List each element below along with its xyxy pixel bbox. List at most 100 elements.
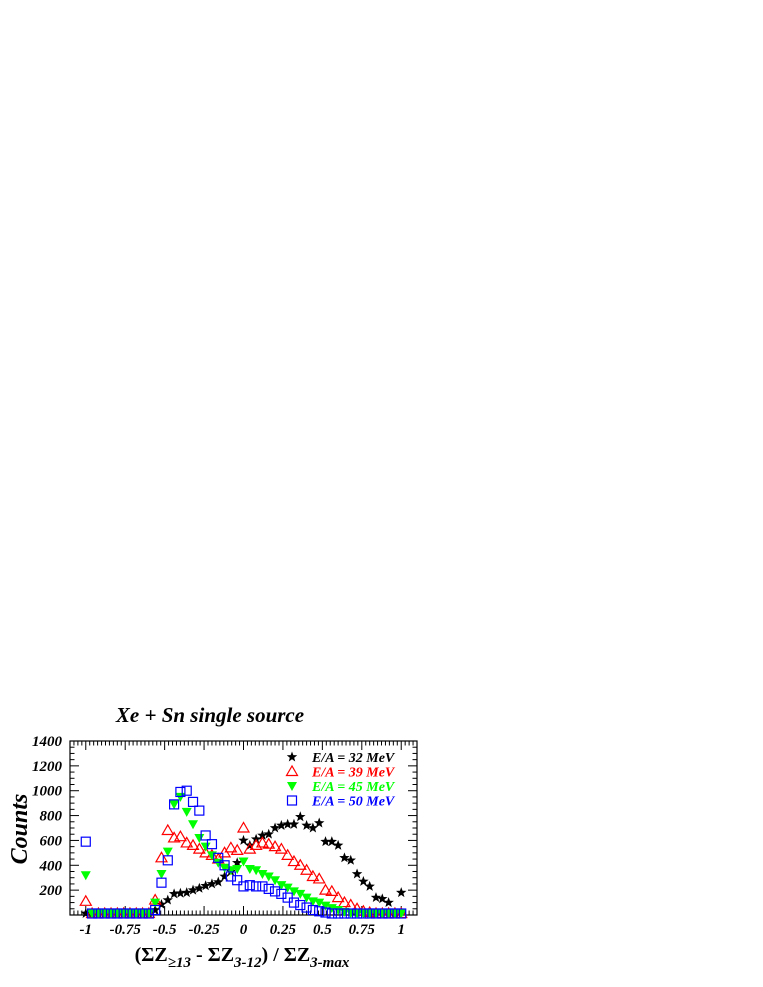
data-point — [137, 908, 148, 919]
data-point — [263, 828, 274, 839]
data-point — [358, 909, 369, 919]
x-tick-label: 0.25 — [270, 922, 297, 938]
data-point — [270, 876, 281, 886]
data-point — [331, 890, 345, 903]
data-point — [383, 908, 394, 919]
series-layer — [79, 785, 408, 919]
data-point — [206, 839, 218, 850]
data-point — [238, 834, 249, 845]
x-tick-label: 0.75 — [349, 922, 376, 938]
data-point — [274, 842, 288, 854]
data-point — [200, 842, 211, 852]
data-point — [389, 908, 401, 919]
legend-marker — [286, 795, 298, 806]
y-tick-label: 400 — [39, 858, 63, 874]
data-point — [257, 869, 268, 879]
data-point — [206, 878, 218, 889]
data-point — [325, 884, 339, 896]
y-axis-ticks: 200 400 600 800 1000 1200 1400 — [32, 734, 417, 916]
data-point — [364, 908, 375, 919]
data-point — [219, 870, 230, 881]
data-point — [352, 909, 363, 919]
legend-marker — [287, 782, 297, 791]
data-point — [281, 848, 295, 860]
data-point — [124, 908, 136, 919]
data-point — [232, 865, 243, 875]
legend-label: E/A = 32 MeV — [311, 751, 396, 766]
data-point — [306, 869, 320, 882]
data-point — [295, 899, 306, 911]
legend-label: E/A = 45 MeV — [311, 780, 396, 795]
data-point — [224, 841, 238, 853]
legend-label: E/A = 39 MeV — [311, 766, 396, 781]
data-point — [287, 854, 301, 867]
data-point — [187, 796, 199, 808]
data-point — [318, 883, 333, 895]
x-tick-label: -1 — [80, 922, 93, 938]
data-point — [288, 897, 300, 908]
data-point — [219, 863, 230, 873]
y-tick-label: 1400 — [32, 734, 63, 750]
data-point — [86, 908, 98, 919]
data-point — [251, 881, 262, 892]
data-point — [312, 872, 326, 884]
data-point — [80, 871, 91, 881]
data-point — [192, 842, 206, 854]
data-point — [79, 894, 93, 906]
data-point — [187, 884, 199, 895]
data-point — [358, 875, 369, 886]
data-point — [301, 820, 312, 830]
data-point — [154, 851, 169, 863]
data-point — [169, 800, 180, 810]
data-point — [351, 868, 363, 879]
data-point — [169, 799, 180, 810]
x-label-sub3: 3-max — [309, 955, 350, 971]
data-point — [276, 888, 287, 899]
data-point — [181, 807, 192, 817]
data-point — [238, 857, 249, 867]
data-point — [339, 908, 350, 919]
x-tick-label: -0.25 — [188, 922, 220, 938]
data-point — [99, 909, 110, 919]
y-tick-label: 1200 — [32, 759, 63, 775]
data-point — [200, 830, 211, 841]
data-point — [282, 883, 293, 893]
data-point — [181, 887, 192, 898]
data-point — [358, 908, 369, 919]
data-point — [268, 839, 282, 852]
data-point — [106, 909, 117, 919]
data-point — [320, 901, 331, 911]
data-point — [131, 909, 142, 919]
data-point — [345, 854, 356, 865]
data-point — [230, 843, 244, 855]
data-point — [231, 857, 243, 868]
data-point — [194, 805, 205, 816]
data-point — [383, 897, 394, 908]
y-axis-label: Counts — [7, 794, 33, 865]
data-point — [238, 881, 249, 892]
x-tick-label: 0 — [240, 922, 248, 938]
x-label-mid: - ΣZ — [191, 944, 234, 966]
data-point — [320, 836, 331, 847]
data-point — [364, 880, 375, 891]
data-point — [105, 908, 117, 919]
data-point — [188, 820, 199, 830]
data-point — [244, 839, 256, 850]
data-point — [396, 909, 407, 919]
data-point — [162, 894, 174, 905]
data-point — [131, 908, 142, 919]
data-point — [276, 820, 287, 830]
data-point — [118, 909, 129, 919]
data-point — [295, 889, 306, 899]
y-tick-label: 1000 — [32, 784, 63, 800]
data-point — [225, 866, 236, 876]
data-point — [150, 904, 161, 916]
data-point — [300, 863, 314, 875]
data-point — [370, 892, 382, 903]
data-point — [87, 909, 98, 919]
data-point — [232, 875, 243, 886]
data-point — [320, 907, 331, 918]
data-point — [262, 837, 276, 849]
legend-marker — [285, 764, 299, 777]
data-point — [168, 888, 180, 899]
